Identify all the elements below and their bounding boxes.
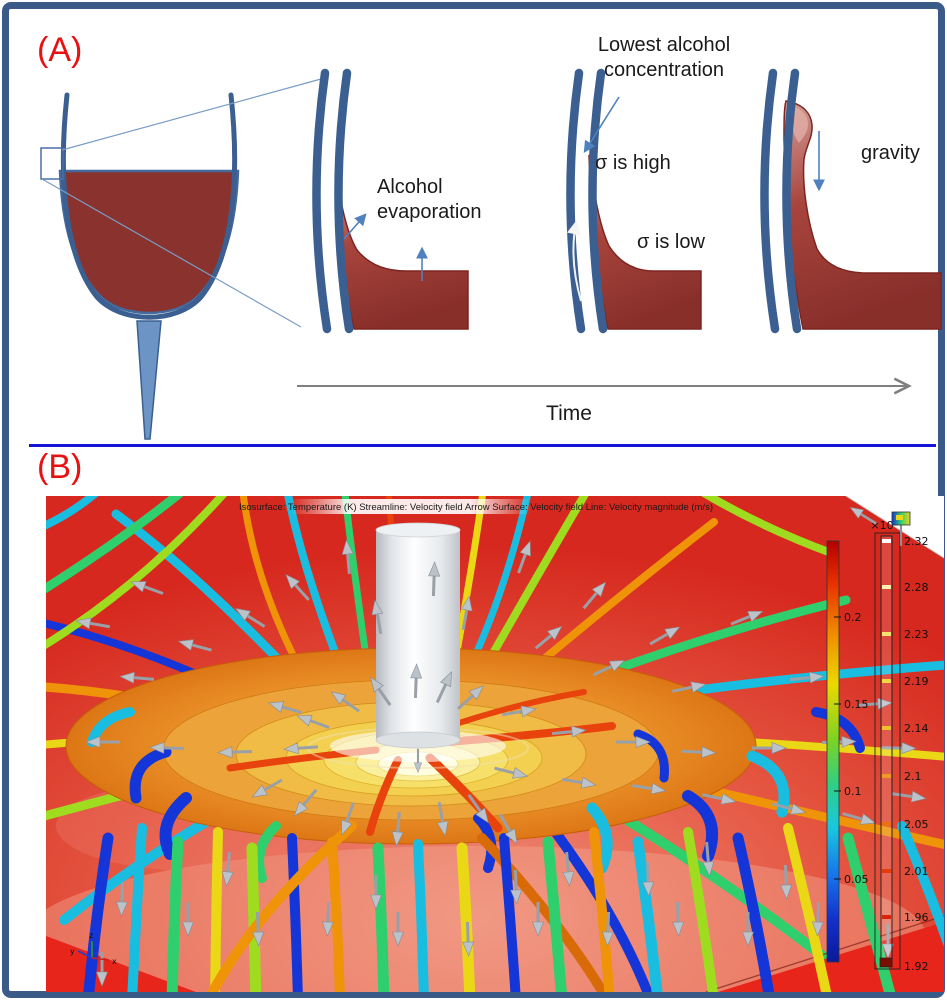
glass-wall-inner-1 <box>334 68 354 334</box>
panel-a-drawing <box>40 68 942 440</box>
streamlines-foreground <box>83 821 944 992</box>
upward-flow-arrow-icon <box>566 220 582 302</box>
glass-bowl-outline <box>60 92 238 320</box>
box-front-left <box>46 936 196 992</box>
glass-wall-inner-3 <box>782 68 802 334</box>
panel-a: (A) Alcohol evaporation Lowest alcohol c… <box>9 9 942 445</box>
scale-exponent: ×10³ <box>870 519 898 532</box>
gravity-label: gravity <box>861 142 920 164</box>
scale-tick-3: 2.19 <box>904 675 929 688</box>
wine-glass <box>58 92 240 440</box>
wine-film-3 <box>783 100 942 330</box>
axis-y-label: y <box>70 947 75 956</box>
time-label: Time <box>546 402 592 425</box>
plot-title: Isosurface: Temperature (K) Streamline: … <box>239 502 713 513</box>
alcohol-evaporation-line2: evaporation <box>377 201 482 223</box>
sigma-low-label: σ is low <box>637 231 705 253</box>
glass-stem <box>136 320 162 440</box>
colorbar-velocity: 0.2 0.15 0.1 0.05 <box>826 540 869 963</box>
title-glow <box>291 499 531 514</box>
simulation-plot: Isosurface: Temperature (K) Streamline: … <box>46 496 944 992</box>
alcohol-evaporation-label: Alcohol evaporation <box>377 175 482 225</box>
sigma-high-label: σ is high <box>595 152 671 174</box>
velocity-tick-1: 0.15 <box>844 698 869 711</box>
wall-panel-gravity <box>760 68 942 334</box>
domain-edge-line <box>845 496 944 559</box>
axis-x-label: x <box>112 957 117 966</box>
scale-tick-7: 2.01 <box>904 865 929 878</box>
wall-panel-surface-tension <box>566 68 702 334</box>
lowest-concentration-arrow-icon <box>583 96 620 154</box>
wall-panel-evaporation <box>312 68 469 334</box>
scale-tick-2: 2.23 <box>904 628 929 641</box>
lowest-concentration-line2: concentration <box>603 59 725 81</box>
panel-b-label: (B) <box>37 448 83 486</box>
scale-tick-0: 2.32 <box>904 535 929 548</box>
streamline-hooks <box>87 707 865 883</box>
velocity-tick-0: 0.2 <box>844 611 862 624</box>
glass-wall-outer-1 <box>312 68 332 334</box>
box-edge-line <box>705 915 944 992</box>
colorbar-scale: ×10³ 2.32 2.28 2.23 2.19 2.14 2.1 2.05 2… <box>870 519 928 973</box>
zoom-connector-lines <box>41 78 322 328</box>
scale-tick-1: 2.28 <box>904 581 929 594</box>
glass-wall-outer-3 <box>760 68 780 334</box>
panel-b-simulation: Isosurface: Temperature (K) Streamline: … <box>46 496 944 992</box>
alcohol-evaporation-line1: Alcohol <box>377 176 443 198</box>
axis-triad: z x y <box>70 931 117 966</box>
wine-body <box>58 169 240 315</box>
scale-tick-6: 2.05 <box>904 818 929 831</box>
axis-z-label: z <box>89 931 93 940</box>
evaporation-arrow-icon <box>343 213 367 240</box>
lowest-concentration-line1: Lowest alcohol <box>597 34 731 56</box>
scale-dashes <box>879 539 893 968</box>
scale-tick-8: 1.96 <box>904 911 929 924</box>
lowest-concentration-label: Lowest alcohol concentration <box>574 33 754 83</box>
scale-tick-9: 1.92 <box>904 960 929 973</box>
panel-a-label: (A) <box>37 31 83 69</box>
view-cube-icon <box>846 501 911 546</box>
glass-wall-outer-2 <box>566 68 586 334</box>
section-divider <box>29 444 936 447</box>
zoom-region-box <box>40 147 64 180</box>
velocity-tick-3: 0.05 <box>844 873 869 886</box>
scale-tick-5: 2.1 <box>904 770 922 783</box>
glass-wall-inner-2 <box>588 68 608 334</box>
scale-tick-4: 2.14 <box>904 722 929 735</box>
velocity-tick-2: 0.1 <box>844 785 862 798</box>
